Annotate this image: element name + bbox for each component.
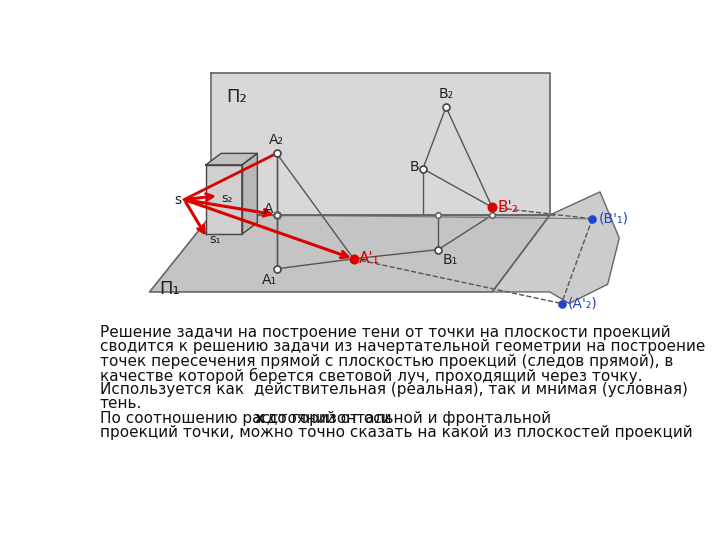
Text: B: B — [410, 160, 419, 174]
Text: A'₁: A'₁ — [359, 251, 379, 266]
Text: качестве которой берется световой луч, проходящий через точку.: качестве которой берется световой луч, п… — [99, 368, 642, 384]
Text: П₂: П₂ — [227, 88, 247, 106]
Text: (B'₁): (B'₁) — [598, 212, 629, 226]
Text: A₁: A₁ — [261, 273, 276, 287]
Polygon shape — [206, 153, 257, 165]
Text: проекций точки, можно точно сказать на какой из плоскостей проекций: проекций точки, можно точно сказать на к… — [99, 425, 692, 440]
Text: B'₂: B'₂ — [498, 200, 518, 215]
Polygon shape — [150, 215, 550, 292]
Text: Решение задачи на построение тени от точки на плоскости проекций: Решение задачи на построение тени от точ… — [99, 325, 670, 340]
Text: B₂: B₂ — [438, 87, 454, 101]
Text: тень.: тень. — [99, 396, 142, 411]
Text: s₂: s₂ — [221, 192, 233, 205]
Text: x: x — [254, 410, 264, 426]
Text: сводится к решению задачи из начертательной геометрии на построение: сводится к решению задачи из начертатель… — [99, 339, 705, 354]
Text: Используется как  действительная (реальная), так и мнимая (условная): Используется как действительная (реальна… — [99, 382, 688, 397]
Polygon shape — [492, 192, 619, 303]
Text: П₁: П₁ — [160, 280, 180, 299]
Text: s₁: s₁ — [210, 233, 221, 246]
Text: A: A — [264, 202, 274, 216]
Text: до горизонтальной и фронтальной: до горизонтальной и фронтальной — [262, 410, 551, 426]
Polygon shape — [242, 153, 257, 234]
Text: (A'₂): (A'₂) — [567, 296, 598, 310]
Text: s: s — [174, 193, 181, 206]
Text: B₁: B₁ — [442, 253, 457, 267]
Text: По соотношению расстояний от оси: По соотношению расстояний от оси — [99, 410, 396, 426]
Text: точек пересечения прямой с плоскостью проекций (следов прямой), в: точек пересечения прямой с плоскостью пр… — [99, 354, 673, 368]
Polygon shape — [211, 72, 550, 215]
Polygon shape — [206, 165, 242, 234]
Text: A₂: A₂ — [269, 133, 284, 147]
